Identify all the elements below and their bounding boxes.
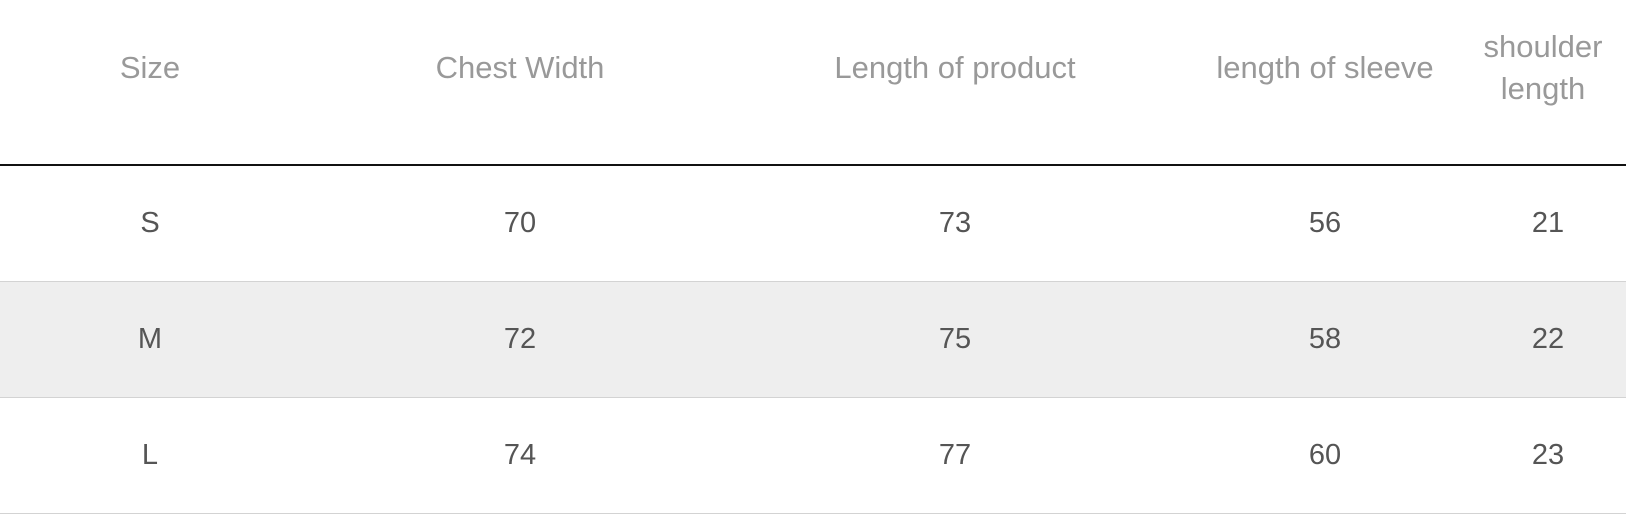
cell-length-of-product: 73 — [938, 207, 972, 239]
cell-shoulder-length: 22 — [1531, 323, 1565, 355]
cell-chest-width: 74 — [503, 439, 537, 471]
table-header-row: Size Chest Width Length of product lengt… — [0, 0, 1626, 166]
cell-size: S — [140, 207, 160, 239]
cell-chest-width: 70 — [503, 207, 537, 239]
cell-chest-width: 72 — [503, 323, 537, 355]
table-row: S 70 73 56 21 — [0, 166, 1626, 282]
header-size: Size — [119, 50, 181, 85]
cell-size: M — [137, 323, 163, 355]
table-row: M 72 75 58 22 — [0, 282, 1626, 398]
header-shoulder-length: shoulder length — [1483, 29, 1603, 106]
cell-length-of-product: 75 — [938, 323, 972, 355]
cell-length-of-sleeve: 58 — [1308, 323, 1342, 355]
cell-length-of-sleeve: 60 — [1308, 439, 1342, 471]
header-length-of-sleeve: length of sleeve — [1216, 50, 1434, 85]
cell-length-of-sleeve: 56 — [1308, 207, 1342, 239]
cell-shoulder-length: 21 — [1531, 207, 1565, 239]
table-row: L 74 77 60 23 — [0, 398, 1626, 514]
header-length-of-product: Length of product — [834, 50, 1076, 85]
cell-size: L — [141, 439, 159, 471]
cell-shoulder-length: 23 — [1531, 439, 1565, 471]
cell-length-of-product: 77 — [938, 439, 972, 471]
header-chest-width: Chest Width — [435, 50, 605, 85]
